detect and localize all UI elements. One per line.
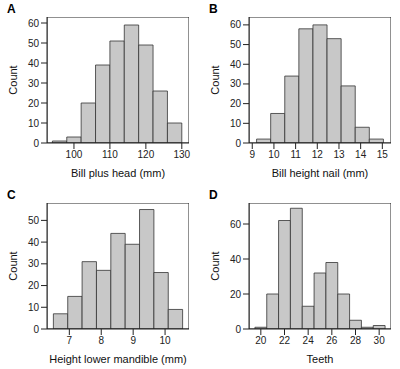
svg-text:Height lower mandible (mm): Height lower mandible (mm) [49, 353, 187, 365]
svg-text:40: 40 [28, 237, 40, 248]
svg-text:30: 30 [28, 78, 40, 89]
svg-text:30: 30 [374, 335, 386, 346]
svg-text:7: 7 [67, 335, 73, 346]
svg-text:9: 9 [130, 335, 136, 346]
svg-text:20: 20 [230, 289, 242, 300]
svg-text:100: 100 [66, 149, 83, 160]
svg-text:60: 60 [230, 219, 242, 230]
svg-text:20: 20 [28, 280, 40, 291]
svg-text:20: 20 [255, 335, 267, 346]
svg-text:10: 10 [28, 302, 40, 313]
svg-text:10: 10 [160, 335, 172, 346]
svg-text:8: 8 [98, 335, 104, 346]
svg-text:22: 22 [279, 335, 291, 346]
svg-text:10: 10 [28, 118, 40, 129]
svg-text:12: 12 [312, 149, 324, 160]
svg-text:0: 0 [235, 324, 241, 335]
html-text:B: B [209, 2, 218, 16]
svg-text:60: 60 [28, 18, 40, 29]
svg-text:28: 28 [350, 335, 362, 346]
svg-text:120: 120 [138, 149, 155, 160]
svg-text:14: 14 [355, 149, 367, 160]
svg-text:24: 24 [303, 335, 315, 346]
svg-text:40: 40 [28, 58, 40, 69]
svg-text:110: 110 [102, 149, 118, 160]
html-text:A: A [7, 2, 16, 16]
svg-text:30: 30 [28, 258, 40, 269]
svg-text:11: 11 [290, 149, 301, 160]
svg-text:Teeth: Teeth [307, 353, 334, 365]
svg-text:13: 13 [333, 149, 345, 160]
svg-text:15: 15 [377, 149, 389, 160]
svg-text:0: 0 [33, 324, 39, 335]
html-text:C: C [7, 188, 16, 202]
svg-text:0: 0 [33, 138, 39, 149]
svg-text:0: 0 [235, 138, 241, 149]
svg-text:Count: Count [209, 65, 221, 94]
svg-text:Count: Count [209, 251, 221, 280]
svg-text:20: 20 [230, 98, 242, 109]
svg-text:Bill plus head (mm): Bill plus head (mm) [71, 167, 165, 179]
svg-text:20: 20 [28, 98, 40, 109]
svg-text:50: 50 [28, 38, 40, 49]
svg-text:10: 10 [268, 149, 280, 160]
svg-text:50: 50 [230, 39, 242, 50]
svg-text:50: 50 [28, 215, 40, 226]
svg-text:10: 10 [230, 118, 242, 129]
svg-text:40: 40 [230, 59, 242, 70]
svg-text:30: 30 [230, 78, 242, 89]
svg-text:Count: Count [8, 65, 19, 94]
html-text:D: D [209, 188, 218, 202]
svg-text:130: 130 [173, 149, 190, 160]
svg-text:Count: Count [8, 251, 19, 280]
svg-text:40: 40 [230, 254, 242, 265]
svg-text:9: 9 [249, 149, 255, 160]
svg-text:60: 60 [230, 19, 242, 30]
svg-text:Bill height nail (mm): Bill height nail (mm) [272, 167, 369, 179]
svg-text:26: 26 [326, 335, 338, 346]
